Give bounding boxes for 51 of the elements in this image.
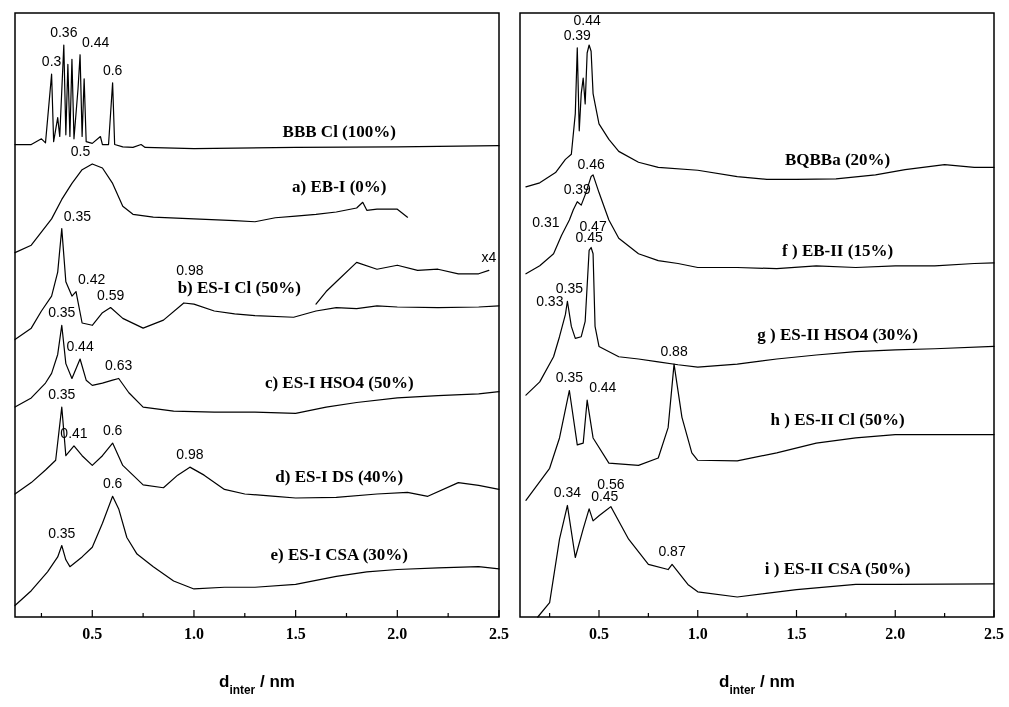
annotation: 0.88 — [660, 343, 688, 360]
series-label: a) EB-I (0%) — [292, 177, 387, 197]
x-tick-label: 1.5 — [786, 625, 807, 642]
series-label: g ) ES-II HSO4 (30%) — [757, 324, 918, 344]
annotation: 0.35 — [48, 386, 76, 403]
annotation: 0.87 — [658, 543, 686, 560]
annotation: 0.56 — [597, 475, 625, 492]
annotation: 0.44 — [589, 379, 617, 396]
x-tick-label: 0.5 — [82, 625, 103, 642]
x-axis-title: d$_{inter}$ / nm — [719, 672, 795, 697]
annotation: 0.31 — [532, 214, 560, 231]
annotation: 0.44 — [573, 12, 601, 29]
annotation: 0.98 — [176, 446, 204, 463]
annotation: 0.35 — [48, 304, 76, 321]
series-label: e) ES-I CSA (30%) — [270, 544, 408, 564]
annotation: 0.44 — [82, 33, 110, 50]
x-axis-title: d$_{inter}$ / nm — [219, 672, 295, 697]
x-tick-label: 0.5 — [589, 625, 609, 642]
text: 2.0 — [885, 625, 906, 642]
annotation: 0.35 — [63, 207, 92, 224]
series-label: i ) ES-II CSA (50%) — [764, 559, 911, 579]
series-label: c) ES-I HSO4 (50%) — [264, 372, 414, 392]
text: 2.0 — [387, 625, 408, 642]
annotation: 0.98 — [176, 261, 204, 278]
series-label: d) ES-I DS (40%) — [275, 467, 404, 487]
text: 1.0 — [183, 625, 204, 642]
annotation: 0.35 — [48, 524, 76, 541]
annotation: 0.5 — [70, 142, 91, 159]
annotation: 0.44 — [66, 338, 94, 355]
series-label: f ) EB-II (15%) — [782, 240, 894, 260]
text: 1.0 — [687, 625, 708, 642]
annotation: 0.63 — [105, 357, 133, 374]
series-label: h ) ES-II Cl (50%) — [770, 409, 905, 429]
annotation: 0.42 — [78, 270, 106, 287]
x-tick-label: 2.5 — [984, 625, 1004, 642]
annotation: 0.35 — [555, 369, 584, 386]
annotation: 0.39 — [563, 26, 592, 43]
annotation: 0.36 — [50, 24, 78, 40]
series-label: b) ES-I Cl (50%) — [177, 277, 301, 297]
x-tick-label: 1.5 — [285, 625, 306, 642]
annotation: 0.6 — [102, 475, 123, 492]
annotation: 0.34 — [553, 484, 582, 501]
annotation: 0.6 — [102, 61, 123, 78]
annotation: x4 — [481, 249, 497, 266]
annotation: 0.6 — [102, 422, 123, 439]
x-tick-label: 2.5 — [489, 625, 509, 642]
annotation: 0.46 — [577, 155, 605, 172]
series-label: BBB Cl (100%) — [282, 121, 396, 141]
series-label: BQBBa (20%) — [784, 149, 891, 169]
annotation: 0.59 — [96, 286, 125, 303]
annotation: 0.3 — [41, 53, 62, 70]
